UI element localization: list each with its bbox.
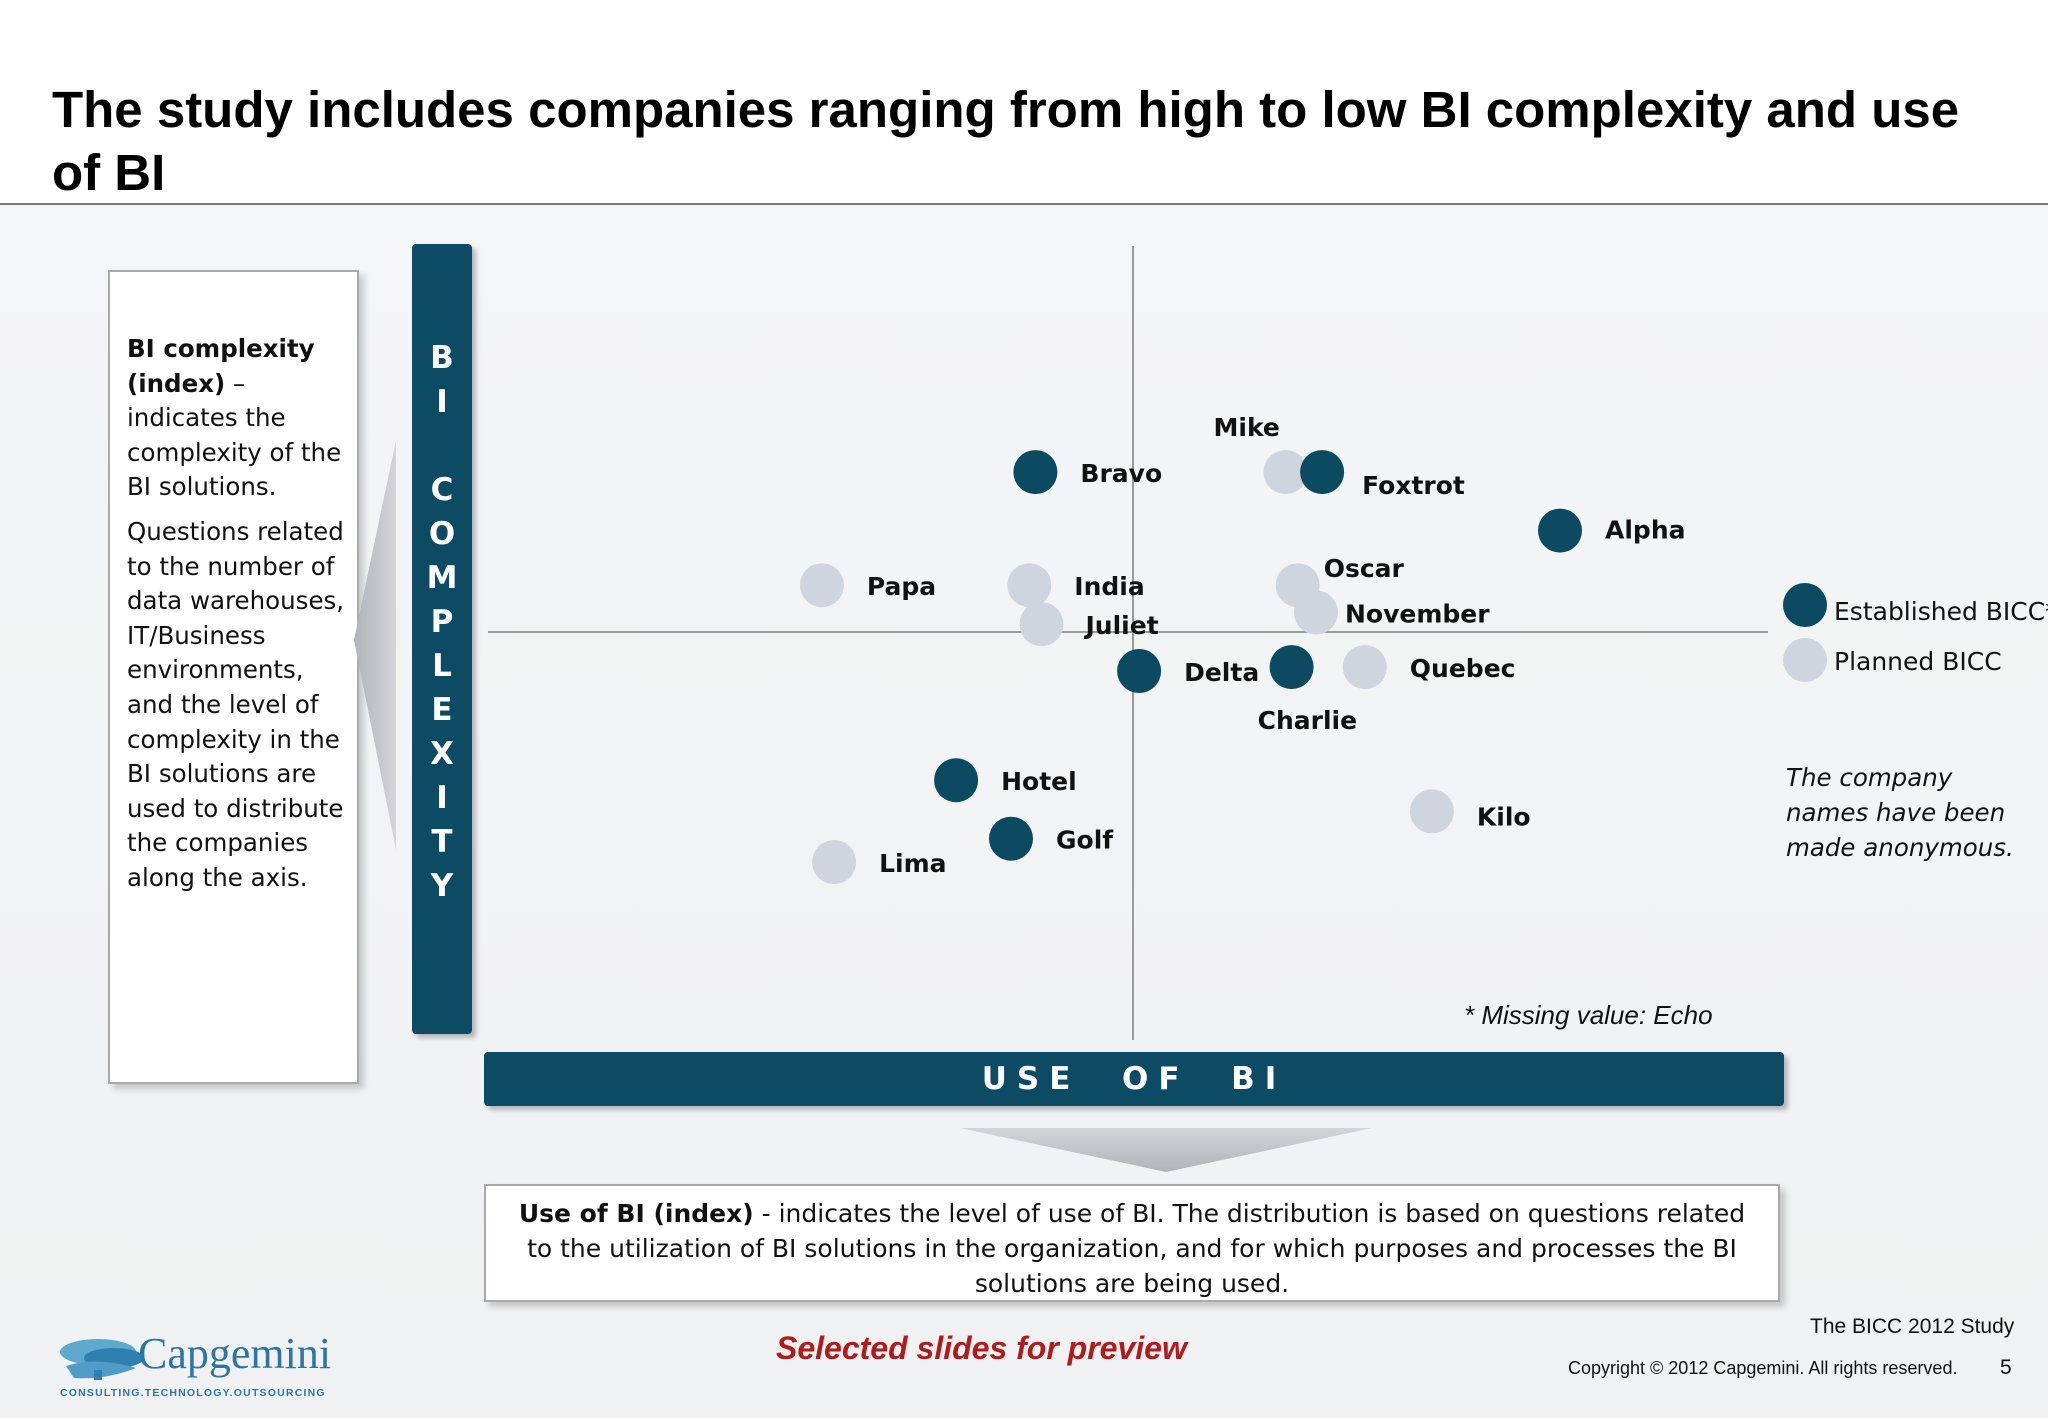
y-axis-letter: L	[432, 648, 452, 684]
point-papa	[799, 563, 844, 608]
bi-complexity-description-box: BI complexity (index) – indicates the co…	[108, 270, 359, 1084]
point-quebec	[1342, 645, 1387, 690]
point-india	[1007, 563, 1052, 608]
point-bravo	[1013, 450, 1058, 495]
down-pointer-arrow	[960, 1128, 1372, 1172]
point-november	[1294, 590, 1338, 635]
capgemini-spade-icon	[60, 1339, 144, 1380]
use-of-bi-description-box: Use of BI (index) - indicates the level …	[484, 1184, 1780, 1302]
page-number: 5	[2000, 1356, 2012, 1379]
y-axis-letter: O	[428, 516, 456, 552]
point-label-india: India	[1074, 572, 1144, 601]
y-axis-letter: I	[436, 780, 448, 816]
legend-planned-label: Planned BICC	[1834, 647, 2002, 676]
point-label-juliet: Juliet	[1084, 611, 1159, 640]
copyright-text: Copyright © 2012 Capgemini. All rights r…	[1568, 1358, 1958, 1378]
bi-complexity-definition: BI complexity (index) – indicates the co…	[127, 332, 351, 505]
point-label-charlie: Charlie	[1258, 706, 1357, 735]
y-axis-letter: X	[430, 736, 454, 772]
page-title: The study includes companies ranging fro…	[52, 81, 1960, 201]
bi-complexity-dash: –	[225, 368, 246, 398]
use-of-bi-axis-bar: USE OF BI	[484, 1052, 1784, 1106]
legend-established-marker	[1783, 583, 1827, 627]
selected-slides-preview-label: Selected slides for preview	[776, 1330, 1187, 1366]
missing-value-note: * Missing value: Echo	[1464, 1000, 1713, 1030]
bi-complexity-details: Questions related to the number of data …	[127, 516, 345, 892]
y-axis-letter: C	[430, 472, 454, 508]
left-pointer-arrow	[354, 440, 396, 850]
point-label-lima: Lima	[879, 849, 946, 878]
point-kilo	[1409, 789, 1454, 834]
point-label-bravo: Bravo	[1080, 459, 1162, 488]
point-label-alpha: Alpha	[1605, 516, 1685, 545]
use-of-bi-definition: - indicates the level of use of BI. The …	[527, 1199, 1746, 1298]
legend-planned-marker	[1783, 638, 1827, 682]
y-axis-letter: M	[426, 560, 458, 596]
study-name: The BICC 2012 Study	[1810, 1315, 2015, 1338]
point-label-foxtrot: Foxtrot	[1362, 471, 1465, 500]
bi-complexity-definition-text: indicates the complexity of the BI solut…	[127, 403, 342, 502]
point-foxtrot	[1300, 450, 1345, 495]
point-label-mike: Mike	[1214, 413, 1280, 442]
point-label-quebec: Quebec	[1410, 654, 1516, 683]
point-label-oscar: Oscar	[1324, 554, 1405, 583]
capgemini-tagline: CONSULTING.TECHNOLOGY.OUTSOURCING	[60, 1387, 326, 1399]
point-hotel	[934, 758, 979, 803]
point-alpha	[1538, 508, 1582, 553]
point-lima	[812, 840, 857, 885]
legend-established-label: Established BICC*	[1834, 597, 2048, 626]
y-axis-letter: Y	[430, 868, 454, 904]
point-mike	[1263, 450, 1308, 495]
legend: Established BICC* Planned BICC	[1783, 583, 2048, 682]
point-delta	[1117, 649, 1162, 693]
y-axis-letter: T	[431, 824, 453, 860]
point-label-delta: Delta	[1184, 658, 1259, 687]
data-points: Bravo Foxtrot Alpha Delta Charlie Hotel Golf Mi…	[799, 413, 1685, 885]
point-label-papa: Papa	[867, 572, 936, 601]
point-juliet	[1019, 602, 1064, 647]
point-label-hotel: Hotel	[1001, 767, 1077, 796]
point-charlie	[1269, 645, 1314, 690]
y-axis-letter: I	[436, 384, 448, 420]
y-axis-letter: B	[430, 340, 454, 376]
point-label-november: November	[1345, 600, 1490, 629]
y-axis-letter: E	[431, 692, 453, 728]
point-label-golf: Golf	[1056, 826, 1114, 855]
bi-complexity-term: BI complexity (index)	[127, 334, 315, 398]
capgemini-logo: Capgemini CONSULTING.TECHNOLOGY.OUTSOURC…	[60, 1330, 331, 1399]
use-of-bi-term: Use of BI (index)	[518, 1199, 754, 1228]
title-divider	[0, 203, 2048, 205]
anonymous-names-note: The company names have been made anonymo…	[1786, 763, 2014, 862]
capgemini-wordmark: Capgemini	[138, 1330, 331, 1378]
point-golf	[989, 816, 1033, 861]
y-axis-letter: P	[430, 604, 454, 640]
point-label-kilo: Kilo	[1477, 802, 1531, 831]
